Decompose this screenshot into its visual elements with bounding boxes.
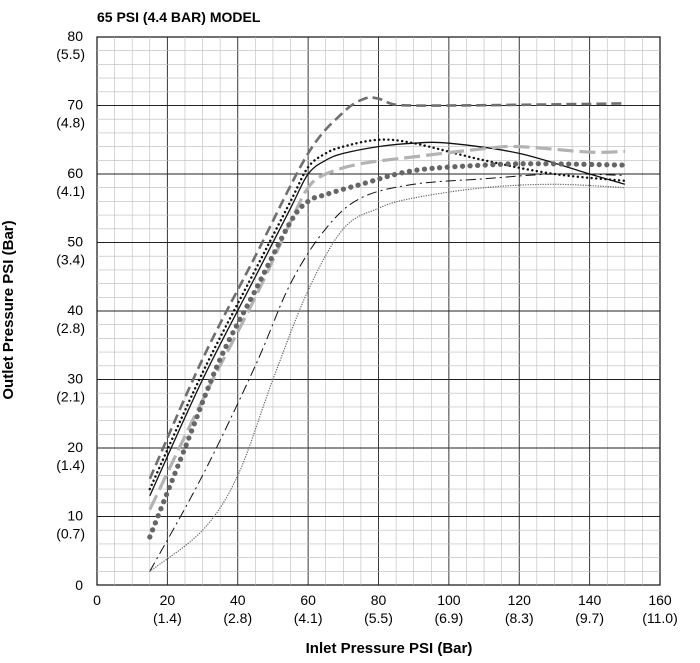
series-line-4 [148, 144, 625, 511]
y-tick-sublabel: (2.8) [56, 320, 85, 336]
y-tick-label: 60 [67, 165, 83, 181]
grid [96, 36, 661, 586]
x-tick-label: 80 [371, 592, 387, 608]
x-tick-sublabel: (11.0) [642, 610, 678, 626]
x-tick-sublabel: (6.9) [434, 610, 463, 626]
x-tick-label: 0 [93, 592, 101, 608]
y-tick-label: 30 [67, 371, 83, 387]
x-tick-label: 120 [508, 592, 532, 608]
x-tick-label: 20 [160, 592, 176, 608]
series-line-6 [149, 173, 625, 572]
x-tick-sublabel: (2.8) [223, 610, 252, 626]
y-tick-label: 70 [67, 97, 83, 113]
y-tick-label: 40 [67, 302, 83, 318]
x-tick-sublabel: (8.3) [505, 610, 534, 626]
y-tick-sublabel: (5.5) [56, 46, 85, 62]
x-tick-label: 40 [230, 592, 246, 608]
y-tick-label: 0 [75, 577, 83, 593]
y-axis-label: Outlet Pressure PSI (Bar) [0, 220, 17, 399]
y-ticks: 0 10 (0.7) 20 (1.4) 30 (2.1) 40 (2.8) 50 (3.4) 60 (4… [56, 28, 85, 593]
x-ticks: 0 20 (1.4) 40 (2.8) 60 (4.1) 80 (5.5) 100 (6.9) 120… [93, 592, 678, 626]
x-tick-label: 140 [578, 592, 602, 608]
chart-title: 65 PSI (4.4 BAR) MODEL [97, 9, 261, 25]
y-tick-sublabel: (1.4) [56, 457, 85, 473]
y-tick-label: 80 [67, 28, 83, 44]
x-tick-sublabel: (5.5) [364, 610, 393, 626]
series-line-7 [149, 183, 626, 572]
y-tick-sublabel: (4.1) [56, 183, 85, 199]
y-tick-label: 10 [67, 508, 83, 524]
y-tick-sublabel: (2.1) [56, 389, 85, 405]
series-line-3 [149, 141, 625, 497]
x-tick-sublabel: (9.7) [575, 610, 604, 626]
x-tick-label: 100 [437, 592, 461, 608]
x-tick-label: 60 [300, 592, 316, 608]
y-tick-sublabel: (3.4) [56, 252, 85, 268]
series-line-1 [148, 96, 625, 480]
x-tick-sublabel: (1.4) [153, 610, 182, 626]
series-line-5 [147, 161, 628, 540]
y-tick-label: 20 [67, 439, 83, 455]
series-line-2 [148, 138, 626, 491]
x-axis-label: Inlet Pressure PSI (Bar) [306, 640, 473, 657]
y-tick-sublabel: (4.8) [56, 115, 85, 131]
x-tick-sublabel: (4.1) [294, 610, 323, 626]
x-tick-label: 160 [648, 592, 672, 608]
y-tick-sublabel: (0.7) [56, 526, 85, 542]
y-tick-label: 50 [67, 234, 83, 250]
series-layer [147, 96, 628, 572]
